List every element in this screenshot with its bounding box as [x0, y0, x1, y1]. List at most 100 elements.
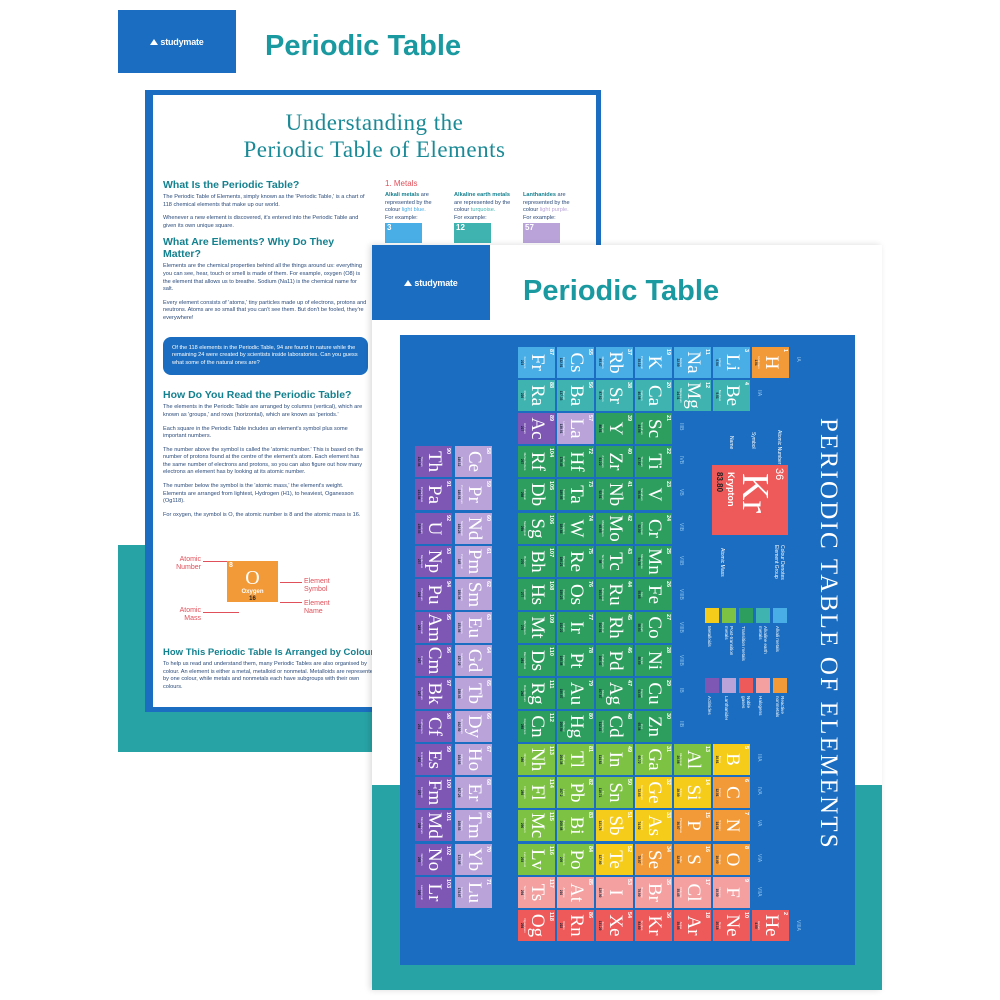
element-cell-be[interactable]: 4 Be Beryllium 9.01	[713, 380, 750, 412]
element-cell-er[interactable]: 68 Er Erbium 167.26	[455, 777, 492, 809]
element-cell-ru[interactable]: 44 Ru Ruthenium 101.07	[596, 578, 633, 610]
element-cell-fe[interactable]: 26 Fe Iron 55.85	[635, 578, 672, 610]
element-cell-og[interactable]: 118 Og Oganesson 294	[518, 909, 555, 941]
element-cell-nd[interactable]: 60 Nd Neodymium 144.24	[455, 512, 492, 544]
element-cell-la[interactable]: 57 La Lanthanum 138.91	[557, 413, 594, 445]
element-cell-no[interactable]: 102 No Nobelium 259	[415, 843, 452, 875]
element-cell-ho[interactable]: 67 Ho Holmium 164.93	[455, 744, 492, 776]
element-cell-at[interactable]: 85 At Astatine 210	[557, 876, 594, 908]
element-cell-f[interactable]: 9 F Fluorine 19.00	[713, 876, 750, 908]
element-cell-te[interactable]: 52 Te Tellurium 127.60	[596, 843, 633, 875]
element-cell-ne[interactable]: 10 Ne Neon 20.18	[713, 909, 750, 941]
element-cell-ta[interactable]: 73 Ta Tantalum 180.95	[557, 479, 594, 511]
element-cell-am[interactable]: 95 Am Americium 243	[415, 611, 452, 643]
element-cell-mo[interactable]: 42 Mo Molybdenum 95.95	[596, 512, 633, 544]
element-cell-ca[interactable]: 20 Ca Calcium 40.08	[635, 380, 672, 412]
element-cell-k[interactable]: 19 K Potassium 39.10	[635, 347, 672, 378]
element-cell-h[interactable]: 1 H Hydrogen 1.01	[752, 347, 789, 378]
element-cell-ce[interactable]: 58 Ce Cerium 140.12	[455, 446, 492, 478]
element-cell-li[interactable]: 3 Li Lithium 6.94	[713, 347, 750, 378]
element-cell-fl[interactable]: 114 Fl Flerovium 289	[518, 777, 555, 809]
element-cell-pt[interactable]: 78 Pt Platinum 195.08	[557, 644, 594, 676]
element-cell-w[interactable]: 74 W Tungsten 183.84	[557, 512, 594, 544]
element-cell-sg[interactable]: 106 Sg Seaborgium 269	[518, 512, 555, 544]
element-cell-br[interactable]: 35 Br Bromine 79.90	[635, 876, 672, 908]
element-cell-pb[interactable]: 82 Pb Lead 207.2	[557, 777, 594, 809]
element-cell-pu[interactable]: 94 Pu Plutonium 244	[415, 578, 452, 610]
element-cell-np[interactable]: 93 Np Neptunium 237	[415, 545, 452, 577]
element-cell-c[interactable]: 6 C Carbon 12.01	[713, 777, 750, 809]
element-cell-cs[interactable]: 55 Cs Caesium 132.91	[557, 347, 594, 378]
element-cell-ts[interactable]: 117 Ts Tennessine 294	[518, 876, 555, 908]
element-cell-lu[interactable]: 71 Lu Lutetium 174.97	[455, 876, 492, 908]
element-cell-mt[interactable]: 109 Mt Meitnerium 278	[518, 611, 555, 643]
element-cell-zn[interactable]: 30 Zn Zinc 65.38	[635, 711, 672, 743]
element-cell-th[interactable]: 90 Th Thorium 232.04	[415, 446, 452, 478]
element-cell-hf[interactable]: 72 Hf Hafnium 178.49	[557, 446, 594, 478]
element-cell-o[interactable]: 8 O Oxygen 16.00	[713, 843, 750, 875]
element-cell-ar[interactable]: 18 Ar Argon 39.95	[674, 909, 711, 941]
element-cell-ds[interactable]: 110 Ds Darmstadtium 281	[518, 644, 555, 676]
element-cell-v[interactable]: 23 V Vanadium 50.94	[635, 479, 672, 511]
element-cell-bh[interactable]: 107 Bh Bohrium 270	[518, 545, 555, 577]
element-cell-rh[interactable]: 45 Rh Rhodium 102.91	[596, 611, 633, 643]
element-cell-cu[interactable]: 29 Cu Copper 63.55	[635, 678, 672, 709]
element-cell-es[interactable]: 99 Es Einsteinium 252	[415, 744, 452, 776]
element-cell-gd[interactable]: 64 Gd Gadolinium 157.25	[455, 644, 492, 676]
element-cell-db[interactable]: 105 Db Dubnium 268	[518, 479, 555, 511]
element-cell-tb[interactable]: 65 Tb Terbium 158.93	[455, 678, 492, 709]
element-cell-he[interactable]: 2 He Helium 4.00	[752, 909, 789, 941]
element-cell-fr[interactable]: 87 Fr Francium 223	[518, 347, 555, 378]
element-cell-pm[interactable]: 61 Pm Promethium 145	[455, 545, 492, 577]
element-cell-rg[interactable]: 111 Rg Roentgenium 282	[518, 678, 555, 709]
element-cell-zr[interactable]: 40 Zr Zirconium 91.22	[596, 446, 633, 478]
element-cell-rf[interactable]: 104 Rf Rutherfordium 267	[518, 446, 555, 478]
element-cell-cl[interactable]: 17 Cl Chlorine 35.45	[674, 876, 711, 908]
element-cell-cm[interactable]: 96 Cm Curium 247	[415, 644, 452, 676]
element-cell-sm[interactable]: 62 Sm Samarium 150.36	[455, 578, 492, 610]
element-cell-mn[interactable]: 25 Mn Manganese 54.94	[635, 545, 672, 577]
element-cell-s[interactable]: 16 S Sulfur 32.06	[674, 843, 711, 875]
element-cell-na[interactable]: 11 Na Sodium 22.99	[674, 347, 711, 378]
element-cell-bk[interactable]: 97 Bk Berkelium 247	[415, 678, 452, 709]
element-cell-po[interactable]: 84 Po Polonium 209	[557, 843, 594, 875]
element-cell-kr[interactable]: 36 Kr Krypton 83.80	[635, 909, 672, 941]
element-cell-sc[interactable]: 21 Sc Scandium 44.96	[635, 413, 672, 445]
element-cell-pa[interactable]: 91 Pa Protactinium 231.04	[415, 479, 452, 511]
element-cell-b[interactable]: 5 B Boron 10.81	[713, 744, 750, 776]
element-cell-ir[interactable]: 77 Ir Iridium 192.22	[557, 611, 594, 643]
element-cell-ni[interactable]: 28 Ni Nickel 58.69	[635, 644, 672, 676]
element-cell-cf[interactable]: 98 Cf Californium 251	[415, 711, 452, 743]
element-cell-pr[interactable]: 59 Pr Praseodymium 140.91	[455, 479, 492, 511]
element-cell-ti[interactable]: 22 Ti Titanium 47.87	[635, 446, 672, 478]
element-cell-yb[interactable]: 70 Yb Ytterbium 173.05	[455, 843, 492, 875]
element-cell-p[interactable]: 15 P Phosphorus 30.97	[674, 810, 711, 842]
element-cell-se[interactable]: 34 Se Selenium 78.97	[635, 843, 672, 875]
element-cell-n[interactable]: 7 N Nitrogen 14.01	[713, 810, 750, 842]
element-cell-ge[interactable]: 32 Ge Germanium 72.63	[635, 777, 672, 809]
element-cell-md[interactable]: 101 Md Mendelevium 258	[415, 810, 452, 842]
element-cell-si[interactable]: 14 Si Silicon 28.09	[674, 777, 711, 809]
element-cell-in[interactable]: 49 In Indium 114.82	[596, 744, 633, 776]
element-cell-u[interactable]: 92 U Uranium 238.03	[415, 512, 452, 544]
element-cell-rn[interactable]: 86 Rn Radon 222	[557, 909, 594, 941]
element-cell-nh[interactable]: 113 Nh Nihonium 286	[518, 744, 555, 776]
element-cell-lr[interactable]: 103 Lr Lawrencium 266	[415, 876, 452, 908]
element-cell-rb[interactable]: 37 Rb Rubidium 85.47	[596, 347, 633, 378]
element-cell-as[interactable]: 33 As Arsenic 74.92	[635, 810, 672, 842]
element-cell-ba[interactable]: 56 Ba Barium 137.33	[557, 380, 594, 412]
element-cell-hg[interactable]: 80 Hg Mercury 200.59	[557, 711, 594, 743]
element-cell-bi[interactable]: 83 Bi Bismuth 208.98	[557, 810, 594, 842]
element-cell-pd[interactable]: 46 Pd Palladium 106.42	[596, 644, 633, 676]
element-cell-co[interactable]: 27 Co Cobalt 58.93	[635, 611, 672, 643]
element-cell-xe[interactable]: 54 Xe Xenon 131.29	[596, 909, 633, 941]
element-cell-sb[interactable]: 51 Sb Antimony 121.76	[596, 810, 633, 842]
element-cell-sr[interactable]: 38 Sr Strontium 87.62	[596, 380, 633, 412]
element-cell-ra[interactable]: 88 Ra Radium 226	[518, 380, 555, 412]
element-cell-sn[interactable]: 50 Sn Tin 118.71	[596, 777, 633, 809]
element-cell-ac[interactable]: 89 Ac Actinium 227	[518, 413, 555, 445]
element-cell-ga[interactable]: 31 Ga Gallium 69.72	[635, 744, 672, 776]
element-cell-fm[interactable]: 100 Fm Fermium 257	[415, 777, 452, 809]
element-cell-nb[interactable]: 41 Nb Niobium 92.91	[596, 479, 633, 511]
element-cell-tl[interactable]: 81 Tl Thallium 204.38	[557, 744, 594, 776]
